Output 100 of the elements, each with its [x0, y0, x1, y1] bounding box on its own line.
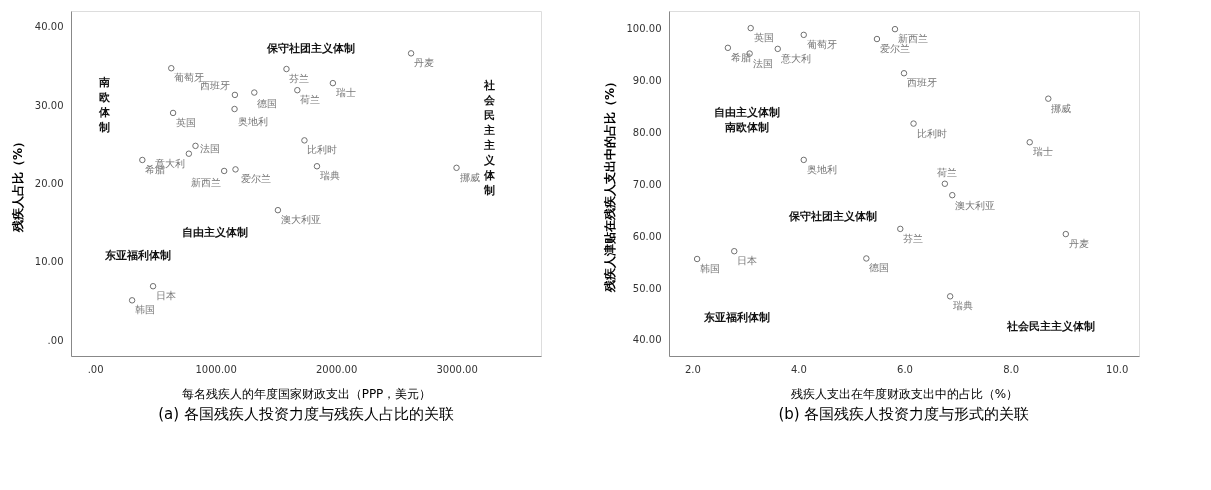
point — [453, 164, 460, 172]
series-label: 奥地利 — [806, 163, 837, 175]
y-tick-label: 20.00 — [34, 178, 64, 189]
x-axis-title: 残疾人支出在年度财政支出中的占比（%） — [790, 386, 1019, 401]
annotation: 南欧体制 — [97, 75, 111, 134]
point — [283, 65, 290, 73]
point — [139, 156, 146, 164]
series-label: 新西兰 — [191, 176, 222, 188]
x-tick-label: 10.0 — [1106, 363, 1129, 375]
point — [873, 35, 881, 43]
point — [941, 180, 949, 187]
series-label: 丹麦 — [414, 57, 435, 69]
series-label: 芬兰 — [289, 73, 310, 85]
point — [891, 25, 899, 33]
series-label: 葡萄牙 — [806, 38, 837, 50]
annotation: 东亚福利体制 — [103, 248, 171, 262]
point — [313, 163, 321, 170]
y-tick-label: .00 — [47, 334, 64, 346]
series-label: 瑞士 — [335, 87, 356, 99]
y-tick-label: 90.00 — [632, 75, 662, 87]
series-label: 意大利 — [779, 52, 811, 64]
series-label: 挪威 — [1051, 102, 1072, 114]
x-axis-title: 每名残疾人的年度国家财政支出（PPP，美元） — [181, 386, 432, 401]
point — [949, 191, 956, 199]
series-label: 新西兰 — [897, 33, 928, 45]
point — [897, 225, 904, 233]
y-tick-label: 60.00 — [632, 230, 662, 242]
series-label: 德国 — [257, 97, 278, 109]
y-tick-label: 50.00 — [632, 282, 662, 294]
series-label: 澳大利亚 — [280, 214, 321, 226]
point — [294, 86, 301, 94]
series-label: 英国 — [176, 116, 197, 128]
point — [910, 120, 917, 127]
point — [231, 91, 239, 99]
point — [407, 50, 415, 57]
series-label: 荷兰 — [936, 166, 957, 178]
point — [149, 282, 157, 290]
series-label: 挪威 — [459, 171, 480, 183]
x-tick-label: .00 — [87, 363, 104, 375]
x-tick-label: 3000.00 — [436, 363, 478, 375]
series-label: 澳大利亚 — [955, 200, 996, 212]
series-label: 日本 — [156, 290, 177, 302]
point — [724, 44, 732, 52]
y-tick-label: 40.00 — [34, 21, 64, 33]
point — [863, 255, 870, 262]
series-label: 希腊 — [730, 51, 751, 63]
point — [1045, 95, 1052, 102]
point — [168, 65, 175, 72]
point — [231, 105, 238, 113]
annotation: 保守社团主义体制 — [787, 209, 877, 223]
series-label: 韩国 — [135, 304, 156, 316]
x-tick-label: 6.0 — [897, 363, 913, 375]
point — [220, 167, 228, 175]
point — [169, 109, 177, 117]
point — [800, 31, 807, 39]
point — [900, 70, 908, 77]
text: (a) 各国残疾人投资力度与残疾人占比的关联 — [158, 405, 454, 423]
series-label: 荷兰 — [300, 94, 321, 106]
point — [232, 166, 239, 173]
x-tick-label: 2.0 — [684, 363, 701, 375]
series-label: 瑞士 — [1032, 146, 1053, 158]
point — [301, 137, 308, 144]
point — [693, 255, 701, 263]
series-label: 法国 — [200, 142, 221, 154]
point — [747, 24, 754, 32]
x-tick-label: 2000.00 — [315, 363, 358, 375]
point — [946, 293, 954, 300]
y-tick-label: 10.00 — [34, 256, 64, 268]
series-label: 爱尔兰 — [879, 43, 910, 55]
annotation: 自由主义体制南欧体制 — [713, 106, 780, 135]
y-tick-label: 40.00 — [632, 334, 662, 346]
text: (b) 各国残疾人投资力度与形式的关联 — [778, 405, 1030, 423]
y-axis-title: 残疾人占比（%） — [10, 135, 25, 234]
point — [274, 206, 282, 214]
y-tick-label: 100.00 — [626, 23, 662, 35]
series-label: 法国 — [752, 57, 773, 69]
x-tick-label: 8.0 — [1003, 363, 1020, 375]
y-axis-title: 残疾人津贴在残疾人支出中的占比（%） — [602, 75, 617, 294]
annotation: 社会民主主义体制 — [1006, 319, 1096, 333]
y-tick-label: 80.00 — [632, 126, 662, 138]
series-label: 爱尔兰 — [240, 173, 271, 185]
series-label: 比利时 — [307, 144, 338, 156]
series-label: 韩国 — [700, 262, 721, 274]
x-tick-label: 4.0 — [790, 363, 807, 375]
series-label: 英国 — [753, 32, 774, 44]
series-label: 德国 — [869, 262, 890, 274]
point — [1062, 230, 1070, 238]
point — [774, 45, 781, 53]
series-label: 日本 — [737, 255, 758, 267]
y-tick-label: 70.00 — [632, 178, 662, 190]
series-label: 西班牙 — [907, 77, 937, 89]
point — [329, 79, 337, 87]
y-tick-label: 30.00 — [34, 99, 64, 111]
point — [1026, 139, 1033, 146]
point — [185, 150, 193, 157]
series-label: 比利时 — [916, 127, 947, 139]
point — [192, 142, 199, 150]
annotation: 东亚福利体制 — [702, 311, 770, 325]
series-label: 丹麦 — [1068, 238, 1089, 250]
annotation: 自由主义体制 — [182, 226, 249, 240]
